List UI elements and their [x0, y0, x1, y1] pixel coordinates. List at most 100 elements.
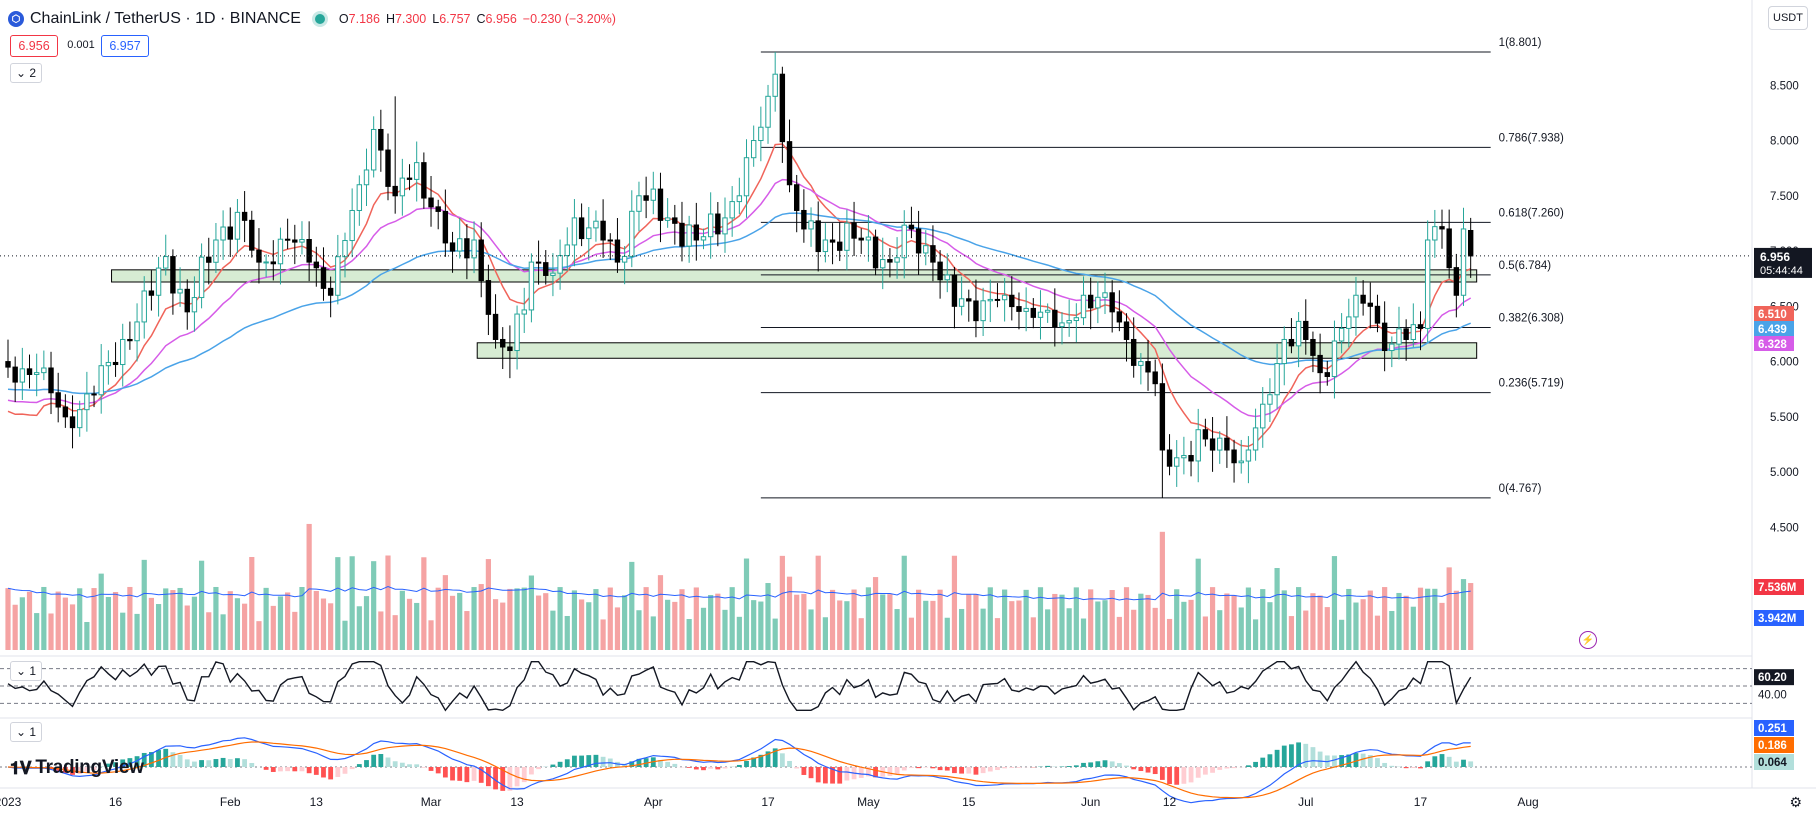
candle: [485, 264, 492, 336]
volume-bar: [858, 618, 864, 650]
candle-body: [363, 169, 370, 186]
candle: [1181, 436, 1187, 475]
candle-body: [170, 256, 176, 294]
candle: [421, 152, 427, 209]
volume-bar: [1088, 589, 1094, 650]
macd-toggle-button[interactable]: ⌄ 1: [10, 722, 43, 742]
candle: [636, 181, 642, 232]
macd-hist-bar: [844, 767, 850, 781]
macd-hist-bar: [1461, 759, 1466, 767]
support-zone: [476, 342, 1478, 359]
gear-icon[interactable]: ⚙: [1789, 794, 1802, 810]
candle-body: [1109, 292, 1115, 313]
indicators-toggle-button[interactable]: ⌄ 2: [10, 63, 43, 83]
candle: [1073, 303, 1080, 343]
ema-value-badge: [1754, 306, 1794, 321]
candle-body: [392, 185, 398, 197]
volume-bar: [478, 584, 484, 650]
candle: [263, 254, 269, 278]
volume-bar: [191, 596, 198, 650]
volume-bar: [607, 587, 613, 650]
volume-bar: [227, 591, 233, 650]
volume-bar: [779, 555, 785, 650]
candle: [1095, 281, 1101, 324]
sell-price-button[interactable]: 6.956: [10, 35, 58, 57]
candle-body: [557, 255, 563, 274]
macd-hist-bar: [1002, 767, 1008, 769]
candle-body: [69, 416, 76, 429]
candle-body: [1217, 437, 1223, 451]
volume-bar: [1016, 600, 1022, 650]
candle: [1460, 207, 1467, 306]
candle: [1353, 276, 1359, 336]
volume-bar: [880, 594, 886, 650]
volume-bar: [292, 611, 298, 650]
volume-bar: [1396, 592, 1402, 650]
candle-body: [707, 213, 714, 238]
macd-hist-bar: [715, 767, 721, 770]
volume-bar: [700, 607, 707, 650]
fib-level-label: 0(4.767): [1499, 483, 1542, 495]
candle: [163, 234, 169, 276]
time-tick-label: 16: [109, 795, 123, 809]
candle-body: [378, 128, 384, 151]
macd-hist-bar: [1403, 767, 1409, 769]
volume-bar: [708, 594, 714, 650]
lightning-icon[interactable]: ⚡: [1579, 631, 1597, 649]
candle-body: [406, 177, 413, 180]
macd-hist-bar: [435, 767, 441, 774]
candle: [127, 321, 133, 350]
volume-bar: [1417, 587, 1424, 650]
chevron-down-icon: ⌄: [16, 725, 30, 739]
candle: [1439, 209, 1445, 249]
volume-ma-label: 3.942M: [1758, 613, 1796, 625]
candle: [1374, 294, 1381, 333]
rsi-toggle-button[interactable]: ⌄ 1: [10, 661, 43, 681]
candle-body: [930, 245, 936, 263]
candle-body: [801, 209, 807, 230]
candle-body: [578, 217, 585, 240]
volume-bar: [170, 590, 176, 650]
volume-bar: [1102, 600, 1108, 650]
rsi-value-badge: [1754, 669, 1794, 686]
candle: [930, 225, 936, 282]
volume-bar: [786, 576, 793, 650]
currency-button[interactable]: USDT: [1768, 6, 1808, 30]
candle: [758, 106, 764, 162]
candle: [679, 201, 685, 262]
volume-bar: [829, 589, 836, 650]
candle: [370, 116, 377, 178]
candle: [1245, 436, 1252, 484]
symbol-title[interactable]: ChainLink / TetherUS · 1D · BINANCE: [30, 10, 301, 27]
volume-bar: [643, 587, 649, 650]
candle: [994, 283, 1001, 308]
macd-hist-bar: [285, 767, 291, 772]
volume-bar: [1353, 602, 1359, 650]
candle-body: [1195, 429, 1201, 462]
candle: [822, 223, 829, 263]
candle-body: [937, 261, 943, 281]
volume-bar: [328, 603, 334, 650]
candle: [1166, 434, 1173, 476]
macd-hist-bar: [1432, 756, 1438, 767]
volume-bar: [1267, 602, 1273, 650]
candle: [772, 51, 778, 112]
volume-bar: [1425, 588, 1431, 650]
volume-bar: [55, 591, 61, 650]
price-tick-label: 6.000: [1770, 357, 1799, 369]
candle: [471, 221, 477, 274]
tradingview-logo[interactable]: 𝟏𝐕 TradingView: [10, 757, 144, 779]
macd-hist-bar: [722, 767, 728, 769]
macd-hist-bar: [450, 767, 455, 781]
volume-bar: [1432, 588, 1438, 650]
volume-bar: [1360, 599, 1366, 650]
price-tick-label: 5.000: [1770, 467, 1799, 479]
macd-value-badge: [1754, 754, 1794, 770]
candle-body: [851, 222, 857, 239]
candle-body: [41, 367, 47, 374]
volume-bar: [91, 588, 97, 650]
candle-body: [1138, 361, 1144, 366]
buy-price-button[interactable]: 6.957: [101, 35, 149, 57]
macd-hist-bar: [321, 767, 326, 778]
